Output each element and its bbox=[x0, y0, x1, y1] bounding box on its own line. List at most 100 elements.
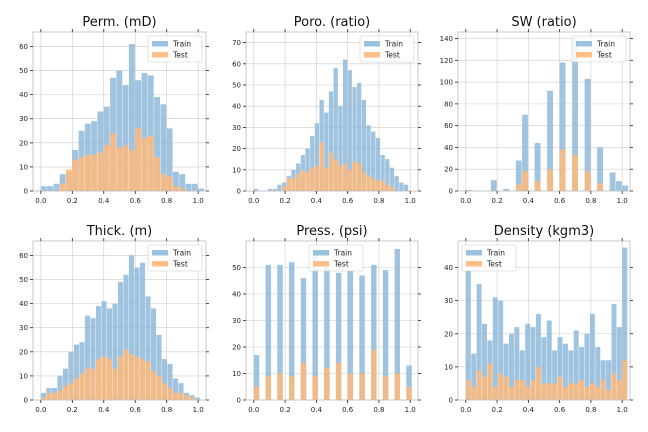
x-tick-label: 0.8 bbox=[373, 406, 384, 414]
test-bar bbox=[359, 373, 365, 400]
chart-title: Press. (psi) bbox=[296, 224, 367, 239]
y-tick-label: 20 bbox=[444, 330, 453, 338]
train-bar bbox=[253, 188, 259, 191]
train-bar bbox=[394, 176, 399, 191]
legend-train-label: Train bbox=[486, 249, 505, 258]
train-bar bbox=[139, 262, 146, 400]
test-bar bbox=[40, 397, 46, 400]
train-bar bbox=[490, 180, 497, 191]
test-bar bbox=[150, 371, 157, 400]
test-bar bbox=[277, 373, 283, 400]
test-bar bbox=[139, 359, 146, 400]
legend-train-swatch bbox=[152, 250, 168, 256]
x-tick-label: 0.4 bbox=[523, 406, 535, 414]
test-bar bbox=[46, 392, 52, 400]
train-bar bbox=[112, 303, 118, 400]
train-bar bbox=[179, 174, 186, 191]
x-tick-label: 0.0 bbox=[460, 197, 471, 205]
plot-frame bbox=[457, 240, 631, 401]
y-tick-label: 40 bbox=[19, 300, 28, 308]
test-bar bbox=[324, 368, 330, 400]
test-bar bbox=[357, 163, 362, 191]
test-bar bbox=[385, 184, 390, 191]
legend-train-swatch bbox=[152, 41, 168, 47]
test-bar bbox=[312, 376, 318, 400]
test-bar bbox=[156, 375, 162, 400]
x-tick-label: 0.6 bbox=[130, 406, 142, 414]
test-bar bbox=[335, 362, 342, 400]
train-bar bbox=[562, 343, 568, 400]
train-bar bbox=[361, 99, 366, 191]
legend-train-label: Train bbox=[172, 40, 191, 49]
y-tick-label: 10 bbox=[232, 166, 241, 174]
test-bar bbox=[128, 354, 135, 400]
train-bar bbox=[289, 262, 295, 400]
test-bar bbox=[134, 356, 140, 400]
train-bar bbox=[272, 188, 277, 191]
legend-train-label: Train bbox=[172, 249, 191, 258]
train-bar bbox=[166, 128, 173, 191]
y-tick-label: 80 bbox=[444, 100, 453, 108]
train-bar bbox=[116, 70, 123, 191]
y-tick-label: 30 bbox=[19, 324, 28, 332]
legend-test-label: Test bbox=[172, 51, 188, 60]
test-bar bbox=[310, 167, 315, 191]
train-bar bbox=[68, 351, 74, 400]
legend-train-swatch bbox=[364, 41, 380, 47]
train-bar bbox=[371, 264, 377, 400]
test-bar bbox=[562, 386, 568, 400]
train-bar bbox=[399, 182, 404, 191]
train-bar bbox=[595, 347, 601, 400]
y-tick-label: 20 bbox=[19, 139, 28, 147]
train-bar bbox=[154, 97, 160, 191]
train-bar bbox=[134, 267, 140, 400]
train-bar bbox=[557, 337, 563, 400]
test-bar bbox=[471, 386, 477, 400]
test-bar bbox=[73, 378, 79, 400]
legend-test-label: Test bbox=[333, 260, 349, 269]
legend-test-label: Test bbox=[486, 260, 502, 269]
test-bar bbox=[101, 356, 107, 400]
chart-title: Thick. (m) bbox=[86, 224, 153, 239]
test-bar bbox=[559, 149, 566, 191]
chart-title: SW (ratio) bbox=[511, 15, 576, 30]
test-bar bbox=[508, 386, 514, 400]
test-bar bbox=[291, 178, 296, 191]
legend-train-swatch bbox=[576, 41, 592, 47]
y-tick-label: 50 bbox=[232, 82, 241, 90]
train-bar bbox=[541, 337, 547, 400]
x-tick-label: 0.2 bbox=[492, 197, 503, 205]
y-tick-label: 10 bbox=[444, 363, 453, 371]
train-bar bbox=[572, 38, 578, 192]
test-bar bbox=[122, 145, 129, 191]
train-bar bbox=[503, 343, 509, 400]
test-bar bbox=[281, 186, 287, 191]
train-bar bbox=[465, 270, 471, 400]
train-bar bbox=[57, 375, 63, 400]
train-bar bbox=[141, 72, 148, 191]
train-bar bbox=[546, 320, 552, 400]
train-bar bbox=[584, 333, 590, 400]
train-bar bbox=[198, 188, 205, 191]
test-bar bbox=[253, 386, 260, 400]
test-bar bbox=[361, 171, 366, 191]
train-bar bbox=[534, 143, 541, 191]
legend-train-swatch bbox=[466, 250, 482, 256]
test-bar bbox=[366, 176, 371, 191]
test-bar bbox=[178, 392, 184, 400]
test-bar bbox=[568, 383, 574, 400]
train-bar bbox=[357, 82, 362, 191]
train-bar bbox=[62, 368, 68, 400]
train-bar bbox=[547, 90, 553, 191]
train-bar bbox=[552, 350, 558, 400]
test-bar bbox=[389, 186, 395, 191]
x-tick-label: 0.6 bbox=[554, 406, 566, 414]
test-bar bbox=[492, 386, 498, 400]
x-tick-label: 1.0 bbox=[193, 197, 204, 205]
legend-train-swatch bbox=[313, 250, 329, 256]
test-bar bbox=[546, 383, 552, 400]
train-bar bbox=[403, 184, 409, 191]
test-bar bbox=[584, 171, 591, 191]
test-bar bbox=[324, 167, 329, 191]
x-tick-label: 0.6 bbox=[130, 197, 142, 205]
